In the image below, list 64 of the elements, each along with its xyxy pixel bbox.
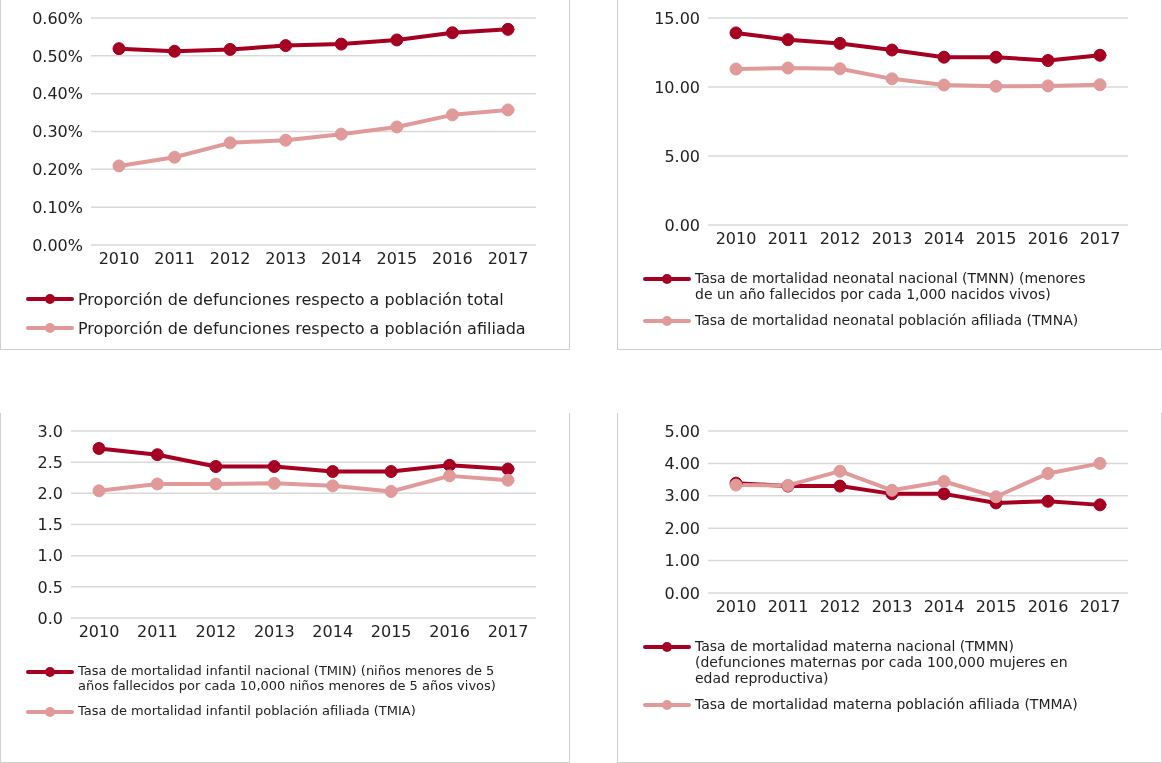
y-tick-label: 1.00: [664, 551, 700, 571]
x-tick-label: 2015: [975, 229, 1017, 249]
legend-label: Tasa de mortalidad materna población afiliada (TMMA): [695, 696, 1078, 712]
x-tick-label: 2011: [767, 229, 809, 249]
y-tick-label: 15.00: [654, 8, 700, 28]
x-tick-label: 2014: [312, 622, 354, 642]
y-tick-label: 5.00: [664, 421, 700, 441]
x-tick-label: 2016: [1027, 229, 1069, 249]
legend-label: Tasa de mortalidad infantil población afiliada (TMIA): [78, 703, 416, 718]
y-tick-label: 0.00: [664, 583, 700, 603]
legend-label: Tasa de mortalidad neonatal población afiliada (TMNA): [695, 312, 1079, 328]
x-tick-label: 2015: [370, 622, 412, 642]
y-tick-label: 0.0: [37, 608, 63, 628]
y-tick-label: 2.5: [37, 452, 63, 472]
legend-label: Proporción de defunciones respecto a población afiliada: [78, 319, 526, 338]
legend-label: Tasa de mortalidad infantil nacional (TMIN) (niños menores de 5 años fallecidos por cada 10,000 niños menores de 5 años vivos): [78, 663, 496, 693]
x-tick-label: 2015: [975, 597, 1017, 617]
legend-label: Tasa de mortalidad materna nacional (TMMN) (defunciones maternas por cada 100,000 mujeres en edad reproductiva): [695, 638, 1069, 686]
x-tick-label: 2014: [923, 597, 965, 617]
x-tick-label: 2013: [265, 249, 307, 269]
y-tick-label: 0.40%: [32, 84, 83, 104]
y-tick-label: 1.0: [37, 546, 63, 566]
legend-label: Proporción de defunciones respecto a población total: [78, 290, 504, 309]
y-tick-label: 1.5: [37, 515, 63, 535]
y-tick-label: 0.00%: [32, 235, 83, 255]
x-tick-label: 2012: [195, 622, 237, 642]
x-tick-label: 2010: [715, 597, 757, 617]
x-tick-label: 2015: [376, 249, 418, 269]
x-tick-label: 2014: [320, 249, 362, 269]
y-tick-label: 2.00: [664, 518, 700, 538]
y-tick-label: 3.0: [37, 421, 63, 441]
x-tick-label: 2016: [432, 249, 473, 269]
x-tick-label: 2017: [487, 249, 529, 269]
x-tick-label: 2017: [487, 622, 529, 642]
x-tick-label: 2010: [715, 229, 757, 249]
y-tick-label: 3.00: [664, 486, 700, 506]
x-tick-label: 2017: [1079, 597, 1121, 617]
y-tick-label: 0.60%: [32, 8, 83, 28]
x-tick-label: 2011: [767, 597, 809, 617]
y-tick-label: 4.00: [664, 454, 700, 474]
y-tick-label: 0.50%: [32, 46, 83, 66]
x-tick-label: 2013: [871, 229, 913, 249]
y-tick-label: 0.00: [664, 215, 700, 235]
legend-label: Tasa de mortalidad neonatal nacional (TMNN) (menores de un año fallecidos por cada 1,000 nacidos vivos): [695, 270, 1087, 302]
y-tick-label: 5.00: [664, 146, 700, 166]
y-tick-label: 2.0: [37, 484, 63, 504]
x-tick-label: 2013: [871, 597, 913, 617]
x-tick-label: 2011: [137, 622, 178, 642]
x-tick-label: 2016: [1027, 597, 1069, 617]
y-tick-label: 0.5: [37, 577, 63, 597]
x-tick-label: 2012: [819, 229, 861, 249]
x-tick-label: 2014: [923, 229, 965, 249]
x-tick-label: 2011: [154, 249, 195, 269]
x-tick-label: 2013: [253, 622, 295, 642]
x-tick-label: 2010: [98, 249, 140, 269]
x-tick-label: 2016: [429, 622, 470, 642]
y-tick-label: 0.20%: [32, 160, 83, 180]
y-tick-label: 0.10%: [32, 197, 83, 217]
x-tick-label: 2012: [819, 597, 861, 617]
x-tick-label: 2012: [209, 249, 251, 269]
x-tick-label: 2017: [1079, 229, 1121, 249]
y-tick-label: 10.00: [654, 77, 700, 97]
x-tick-label: 2010: [78, 622, 120, 642]
y-tick-label: 0.30%: [32, 122, 83, 142]
